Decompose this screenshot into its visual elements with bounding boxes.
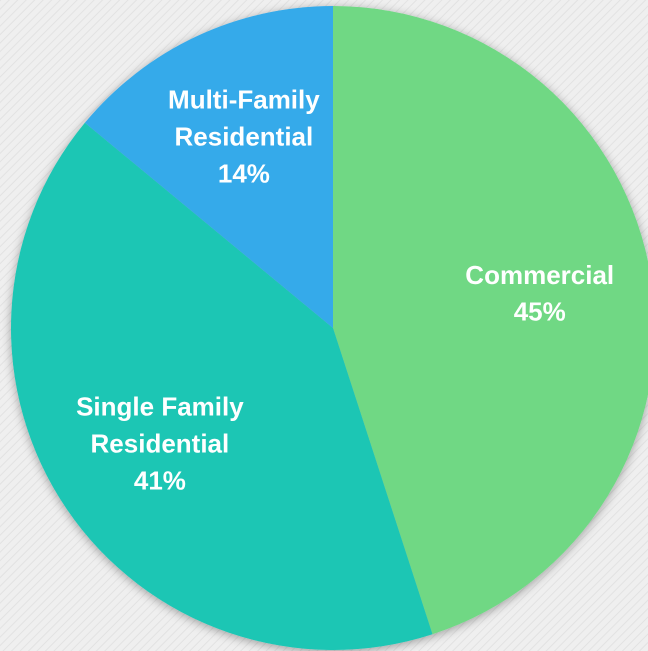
slice-label: Single Family Residential: [76, 392, 244, 459]
slice-label-line: Residential: [175, 121, 314, 151]
value-label: 14%: [218, 158, 270, 188]
slice-label-line: Multi-Family: [168, 84, 320, 114]
slice-label-line: Residential: [91, 429, 230, 459]
value-label: 41%: [134, 466, 186, 496]
pie: [11, 6, 648, 650]
slice-label: Commercial: [465, 260, 614, 290]
slice-label: Multi-Family Residential: [168, 84, 320, 151]
value-label: 45%: [514, 297, 566, 327]
pie-slice: [84, 6, 333, 328]
slice-label-line: Commercial: [465, 260, 614, 290]
slice-label-line: Single Family: [76, 392, 244, 422]
pie-slice: [333, 6, 648, 635]
pie-slice: [11, 122, 433, 650]
labels: Commercial 45% Single Family Residential 41%…: [76, 84, 614, 495]
